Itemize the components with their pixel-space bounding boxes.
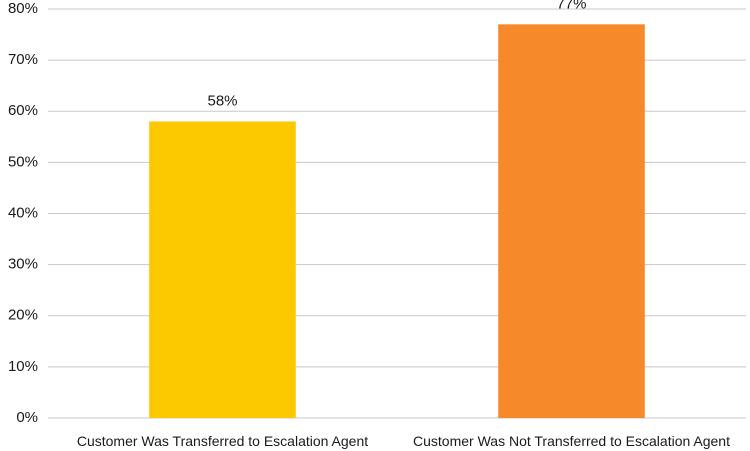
- x-axis-category-labels: Customer Was Transferred to Escalation A…: [77, 433, 730, 449]
- bar-2: [498, 24, 645, 419]
- bars: [149, 24, 645, 419]
- y-tick-label: 20%: [8, 307, 38, 324]
- data-labels: 58% 77%: [207, 0, 586, 109]
- y-tick-label: 60%: [8, 102, 38, 119]
- y-tick-label: 80%: [8, 0, 38, 17]
- y-axis-tick-labels: 0% 10% 20% 30% 40% 50% 60% 70% 80%: [8, 0, 38, 426]
- category-label-1: Customer Was Transferred to Escalation A…: [77, 433, 368, 449]
- data-label-1: 58%: [207, 92, 237, 109]
- y-tick-label: 50%: [8, 153, 38, 170]
- data-label-2: 77%: [556, 0, 586, 12]
- y-tick-label: 10%: [8, 358, 38, 375]
- y-tick-label: 30%: [8, 256, 38, 273]
- bar-1: [149, 121, 296, 418]
- y-tick-label: 0%: [16, 409, 38, 426]
- category-label-2: Customer Was Not Transferred to Escalati…: [413, 433, 730, 449]
- y-tick-label: 70%: [8, 51, 38, 68]
- y-tick-label: 40%: [8, 204, 38, 221]
